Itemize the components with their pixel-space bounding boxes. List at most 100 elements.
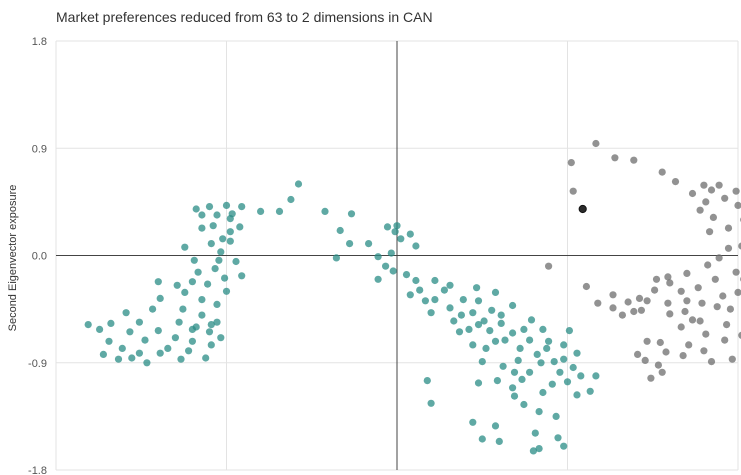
data-point-gray[interactable] <box>545 262 553 270</box>
data-point-teal[interactable] <box>554 434 562 442</box>
data-point-teal[interactable] <box>202 354 210 362</box>
data-point-teal[interactable] <box>497 319 505 327</box>
data-point-gray[interactable] <box>738 331 741 339</box>
data-point-teal[interactable] <box>332 254 340 262</box>
data-point-teal[interactable] <box>486 327 494 335</box>
data-point-teal[interactable] <box>128 354 136 362</box>
data-point-gray[interactable] <box>643 297 651 305</box>
data-point-gray[interactable] <box>685 341 693 349</box>
data-point-teal[interactable] <box>198 296 206 304</box>
data-point-teal[interactable] <box>539 388 547 397</box>
data-point-teal[interactable] <box>520 325 528 333</box>
data-point-gray[interactable] <box>698 299 706 307</box>
data-point-teal[interactable] <box>469 341 477 349</box>
data-point-teal[interactable] <box>156 294 164 302</box>
data-point-teal[interactable] <box>215 256 223 264</box>
data-point-teal[interactable] <box>387 249 395 257</box>
data-point-teal[interactable] <box>188 337 196 345</box>
data-point-teal[interactable] <box>560 442 568 450</box>
data-point-teal[interactable] <box>455 328 464 336</box>
data-point-teal[interactable] <box>154 278 162 286</box>
data-point-gray[interactable] <box>567 159 575 167</box>
data-point-teal[interactable] <box>565 327 574 335</box>
data-point-teal[interactable] <box>412 242 420 250</box>
data-point-teal[interactable] <box>84 321 92 329</box>
data-point-gray[interactable] <box>715 254 723 262</box>
data-point-teal[interactable] <box>135 349 143 357</box>
data-point-gray[interactable] <box>634 350 642 358</box>
data-point-teal[interactable] <box>192 205 200 213</box>
data-point-gray[interactable] <box>635 294 644 302</box>
data-point-teal[interactable] <box>374 275 382 283</box>
data-point-teal[interactable] <box>527 316 536 324</box>
data-point-teal[interactable] <box>497 311 505 319</box>
data-point-gray[interactable] <box>609 304 617 312</box>
data-point-teal[interactable] <box>185 347 193 355</box>
data-point-teal[interactable] <box>518 375 526 383</box>
data-point-gray[interactable] <box>592 139 600 148</box>
data-point-teal[interactable] <box>181 288 189 296</box>
data-point-gray[interactable] <box>664 299 672 307</box>
data-point-teal[interactable] <box>545 337 553 345</box>
data-point-teal[interactable] <box>431 276 439 285</box>
data-point-gray[interactable] <box>658 168 666 176</box>
data-point-gray[interactable] <box>666 310 674 318</box>
data-point-gray[interactable] <box>688 316 697 324</box>
data-point-gray[interactable] <box>624 298 632 306</box>
data-point-gray[interactable] <box>707 186 716 194</box>
data-point-gray[interactable] <box>696 206 704 214</box>
data-point-gray[interactable] <box>715 181 723 189</box>
data-point-teal[interactable] <box>198 211 206 219</box>
data-point-gray[interactable] <box>630 307 638 316</box>
data-point-gray[interactable] <box>732 268 740 276</box>
data-point-teal[interactable] <box>535 408 543 416</box>
data-point-teal[interactable] <box>194 268 202 276</box>
data-point-teal[interactable] <box>336 226 344 235</box>
data-point-gray[interactable] <box>688 189 697 198</box>
data-point-teal[interactable] <box>143 359 151 367</box>
data-point-teal[interactable] <box>482 344 490 352</box>
data-point-teal[interactable] <box>508 301 517 310</box>
data-point-teal[interactable] <box>179 305 187 313</box>
data-point-teal[interactable] <box>499 362 507 370</box>
data-point-teal[interactable] <box>181 243 189 251</box>
data-point-teal[interactable] <box>556 368 564 376</box>
data-point-teal[interactable] <box>535 445 543 453</box>
data-point-teal[interactable] <box>427 309 435 317</box>
data-point-teal[interactable] <box>465 325 473 333</box>
data-point-teal[interactable] <box>446 281 454 289</box>
data-point-gray[interactable] <box>719 292 727 300</box>
data-point-teal[interactable] <box>383 223 392 231</box>
data-point-teal[interactable] <box>508 329 517 337</box>
data-point-teal[interactable] <box>126 328 134 336</box>
data-point-teal[interactable] <box>226 228 234 236</box>
data-point-teal[interactable] <box>238 272 246 280</box>
data-point-teal[interactable] <box>141 336 149 344</box>
data-point-teal[interactable] <box>346 240 354 248</box>
data-point-teal[interactable] <box>188 325 196 333</box>
data-point-teal[interactable] <box>226 237 234 245</box>
data-point-teal[interactable] <box>105 337 113 345</box>
data-point-teal[interactable] <box>537 359 545 367</box>
data-point-teal[interactable] <box>114 355 123 363</box>
data-point-gray[interactable] <box>704 261 712 269</box>
data-point-teal[interactable] <box>514 356 522 364</box>
data-point-gray[interactable] <box>707 358 716 366</box>
data-point-teal[interactable] <box>478 358 486 366</box>
data-point-teal[interactable] <box>480 317 488 325</box>
data-point-gray[interactable] <box>664 273 672 281</box>
data-point-teal[interactable] <box>529 447 538 455</box>
data-point-teal[interactable] <box>421 297 429 305</box>
data-point-gray[interactable] <box>611 154 619 162</box>
data-point-gray[interactable] <box>569 187 577 195</box>
data-point-gray[interactable] <box>702 330 710 338</box>
data-point-teal[interactable] <box>501 336 509 344</box>
data-point-teal[interactable] <box>257 207 265 215</box>
data-point-teal[interactable] <box>275 207 284 215</box>
data-point-gray[interactable] <box>734 201 741 209</box>
data-point-teal[interactable] <box>474 379 483 387</box>
data-point-gray[interactable] <box>656 338 664 347</box>
data-point-teal[interactable] <box>207 321 215 329</box>
data-point-teal[interactable] <box>207 341 215 349</box>
data-point-teal[interactable] <box>154 327 162 335</box>
